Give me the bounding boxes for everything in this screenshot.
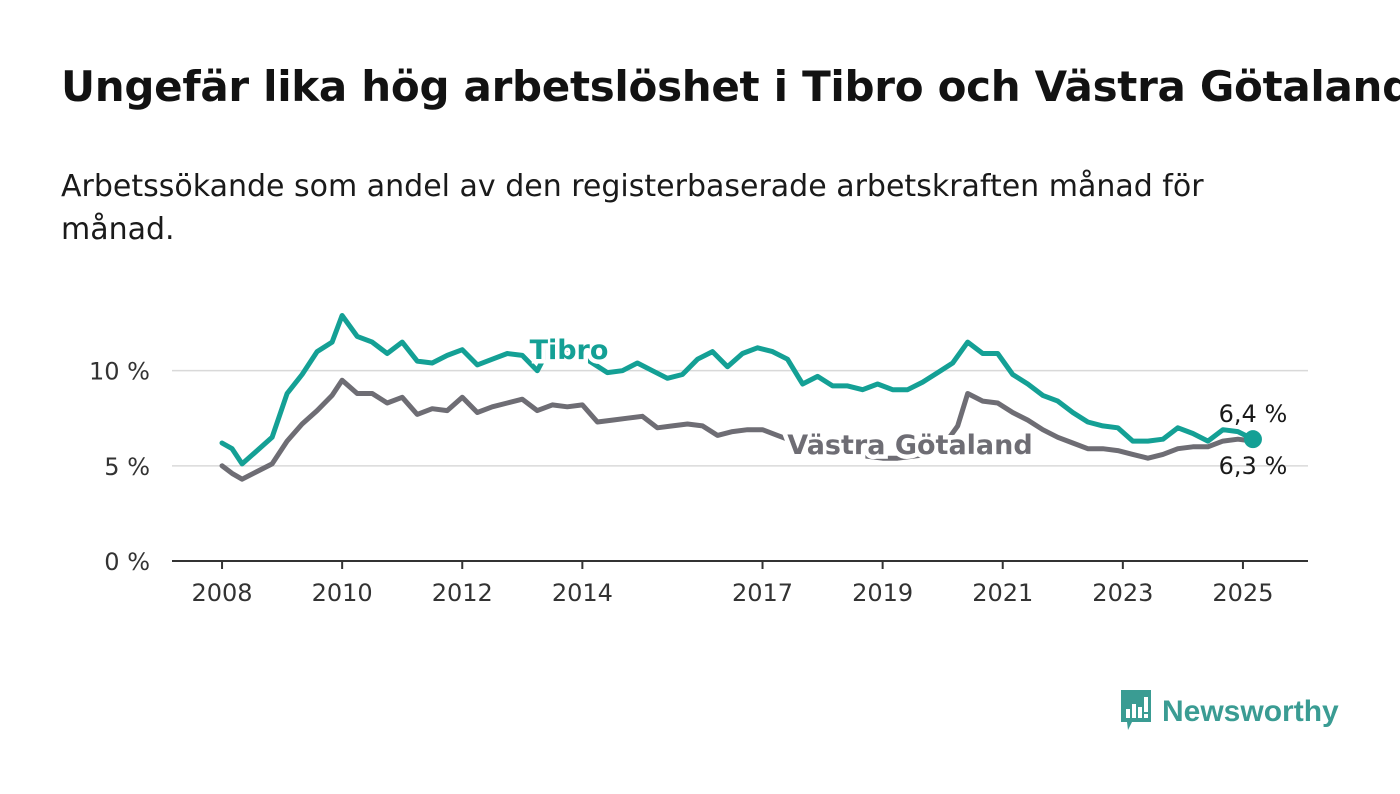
- x-tick-label: 2017: [732, 579, 793, 607]
- newsworthy-brand: Newsworthy: [1118, 688, 1339, 736]
- x-tick-label: 2019: [852, 579, 913, 607]
- series-name-label: Västra Götaland: [787, 430, 1032, 461]
- grid: [172, 369, 1308, 467]
- y-tick-label: 0 %: [104, 548, 150, 576]
- axes: 0 % 5 % 10 % 2008 2010 2012 2014 2017 2019 2021 20…: [89, 358, 1308, 607]
- x-tick-label: 2012: [432, 579, 493, 607]
- end-value-label-tibro: 6,4 %: [1219, 400, 1288, 428]
- x-tick-label: 2025: [1212, 579, 1273, 607]
- y-tick-label: 10 %: [89, 358, 150, 386]
- series-lines: [219, 313, 1256, 482]
- chart-title: Ungefär lika hög arbetslöshet i Tibro oc…: [61, 62, 1400, 111]
- brand-name: Newsworthy: [1162, 695, 1339, 728]
- series-line-tibro: [219, 313, 1256, 467]
- series-name-label: Tibro: [530, 335, 609, 366]
- series-labels: 6,4 % 6,3 % Tibro Västra Götaland: [525, 331, 1288, 481]
- chart-subtitle: Arbetssökande som andel av den registerb…: [61, 169, 1204, 247]
- end-marker-tibro: [1243, 430, 1262, 449]
- end-value-label-vastra-gotaland: 6,3 %: [1219, 452, 1288, 480]
- x-tick-label: 2008: [192, 579, 253, 607]
- x-tick-label: 2014: [552, 579, 613, 607]
- x-tick-label: 2023: [1092, 579, 1153, 607]
- newsworthy-logo-icon: [1118, 688, 1154, 736]
- x-tick-label: 2021: [972, 579, 1033, 607]
- series-line-v-stra-g-taland: [219, 377, 1256, 482]
- y-tick-label: 5 %: [104, 453, 150, 481]
- x-tick-label: 2010: [312, 579, 373, 607]
